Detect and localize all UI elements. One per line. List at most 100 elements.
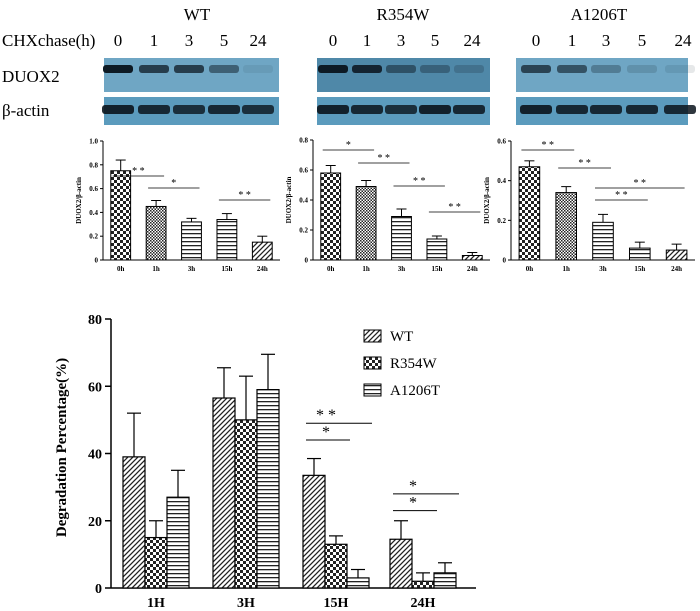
bar xyxy=(665,249,688,261)
actin-band xyxy=(419,105,451,114)
significance-marker: * xyxy=(409,495,417,512)
significance-marker: * * xyxy=(542,140,555,151)
actin-band xyxy=(138,105,170,114)
x-tick-label: 1h xyxy=(152,265,160,273)
bar-wt xyxy=(302,474,326,589)
y-tick-label: 0.6 xyxy=(299,167,308,175)
x-tick-label: 3H xyxy=(237,596,255,611)
small-chart-a1206t: 0 0.2 0.4 0.6 DUOX2/β-actin 0h 1h 3h 15h 24h * * * … xyxy=(483,138,695,273)
blot-bands xyxy=(102,65,696,114)
time-label: 5 xyxy=(431,31,440,50)
bar xyxy=(320,172,342,261)
y-tick-label: 0.4 xyxy=(497,177,506,185)
legend-swatch xyxy=(363,383,382,397)
time-label: 3 xyxy=(397,31,406,50)
blot-title-a1206t: A1206T xyxy=(571,5,628,24)
y-tick-label: 60 xyxy=(88,380,102,395)
duox2-band xyxy=(557,65,587,73)
actin-band xyxy=(173,105,205,114)
x-tick-label: 24h xyxy=(467,265,478,273)
time-label: 0 xyxy=(532,31,541,50)
y-tick-label: 0 xyxy=(305,257,309,265)
x-tick-label: 15H xyxy=(324,596,349,611)
x-tick-label: 0h xyxy=(117,265,125,273)
x-tick-label: 1h xyxy=(562,265,570,273)
duox2-band xyxy=(103,65,133,73)
y-tick-label: 0.6 xyxy=(497,138,506,146)
y-tick-label: 0.4 xyxy=(299,197,308,205)
x-tick-label: 1h xyxy=(362,265,370,273)
legend-swatch xyxy=(363,329,382,343)
significance-marker: * * xyxy=(578,158,591,169)
actin-band xyxy=(317,105,349,114)
chase-label: CHXchase(h) xyxy=(2,31,95,50)
significance-marker: * * xyxy=(238,190,251,201)
actin-band xyxy=(208,105,240,114)
time-label: 24 xyxy=(464,31,482,50)
significance-marker: * xyxy=(171,178,176,189)
time-label: 0 xyxy=(329,31,338,50)
small-charts: 0 0.2 0.4 0.6 0.8 1.0 DUOX2/β-actin 0h 1h 3h 15h 24… xyxy=(75,137,695,273)
significance-marker: * xyxy=(346,140,351,151)
y-tick-label: 0.8 xyxy=(299,137,308,145)
y-tick-label: 0 xyxy=(95,257,99,265)
duox2-band xyxy=(627,65,657,73)
x-tick-label: 15h xyxy=(431,265,442,273)
duox2-band xyxy=(420,65,450,73)
duox2-band xyxy=(352,65,382,73)
x-tick-label: 24h xyxy=(257,265,268,273)
duox2-band xyxy=(209,65,239,73)
bar-r354w xyxy=(234,419,258,589)
x-tick-label: 15h xyxy=(221,265,232,273)
bar-wt xyxy=(212,397,236,589)
bar-r354w xyxy=(324,543,348,589)
bar xyxy=(355,186,377,261)
bar-wt xyxy=(122,456,146,589)
actin-band xyxy=(351,105,383,114)
legend-swatch xyxy=(363,356,382,370)
y-tick-label: 0 xyxy=(503,257,507,265)
duox2-band xyxy=(665,65,695,73)
small-chart-wt: 0 0.2 0.4 0.6 0.8 1.0 DUOX2/β-actin 0h 1h 3h 15h 24… xyxy=(75,138,280,273)
y-tick-label: 0.2 xyxy=(497,217,506,225)
bar xyxy=(145,205,167,261)
blot-strip-duox2-r354w xyxy=(317,58,490,92)
duox2-band xyxy=(454,65,484,73)
actin-band xyxy=(453,105,485,114)
blot-strip-duox2-wt xyxy=(104,58,279,92)
bar xyxy=(426,238,448,261)
time-label: 24 xyxy=(250,31,268,50)
time-label: 1 xyxy=(568,31,577,50)
x-tick-label: 3h xyxy=(188,265,196,273)
blot-time-labels-a1206t: 0 1 3 5 24 xyxy=(532,31,692,50)
x-tick-label: 0h xyxy=(526,265,534,273)
duox2-band xyxy=(591,65,621,73)
duox2-band xyxy=(318,65,348,73)
x-tick-label: 24H xyxy=(411,596,436,611)
bar xyxy=(391,216,412,261)
significance-marker: * * xyxy=(615,190,628,201)
duox2-band xyxy=(521,65,551,73)
time-label: 1 xyxy=(150,31,159,50)
y-tick-label: 0 xyxy=(95,582,102,597)
y-tick-label: 1.0 xyxy=(89,138,98,146)
significance-marker: * * xyxy=(634,178,647,189)
time-label: 3 xyxy=(185,31,194,50)
bar-a1206t xyxy=(346,577,370,589)
y-axis-label: Degradation Percentage(%) xyxy=(54,358,70,537)
time-label: 5 xyxy=(220,31,229,50)
bar xyxy=(628,247,651,261)
actin-band xyxy=(385,105,417,114)
bar xyxy=(216,219,238,261)
duox2-band xyxy=(243,65,273,73)
actin-row-label: β-actin xyxy=(2,101,50,120)
actin-band xyxy=(664,105,696,114)
time-label: 0 xyxy=(114,31,123,50)
bar-wt xyxy=(389,538,413,589)
blot-title-wt: WT xyxy=(184,5,211,24)
y-tick-label: 0.4 xyxy=(89,209,98,217)
actin-band xyxy=(626,105,658,114)
y-tick-label: 0.8 xyxy=(89,161,98,169)
blot-title-r354w: R354W xyxy=(377,5,431,24)
